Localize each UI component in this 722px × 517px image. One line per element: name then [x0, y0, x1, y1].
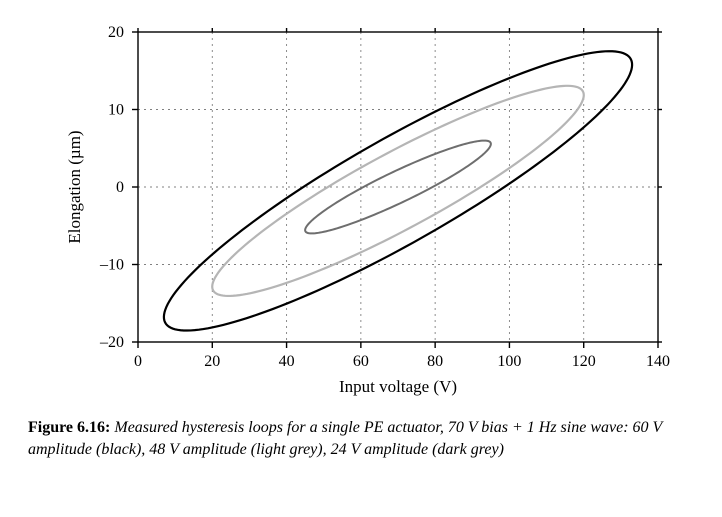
caption-lead: Figure 6.16:: [28, 419, 110, 436]
y-tick-label: 20: [108, 24, 124, 41]
y-tick-label: 0: [116, 179, 124, 196]
y-tick-label: –10: [99, 257, 124, 274]
figure-caption: Figure 6.16: Measured hysteresis loops f…: [28, 417, 694, 460]
hysteresis-chart: 0 20 40 60 80 100 120 140 –20 –10 0 10 20 Input volta…: [28, 12, 694, 407]
x-tick-label: 60: [353, 353, 369, 370]
x-tick-label: 20: [204, 353, 220, 370]
x-tick-label: 100: [497, 353, 521, 370]
x-tick-label: 120: [572, 353, 596, 370]
caption-body: Measured hysteresis loops for a single P…: [28, 419, 662, 458]
x-tick-label: 40: [279, 353, 295, 370]
x-tick-label: 140: [646, 353, 670, 370]
x-tick-label: 0: [134, 353, 142, 370]
x-tick-label: 80: [427, 353, 443, 370]
x-axis-label: Input voltage (V): [339, 377, 457, 396]
y-axis-label: Elongation (µm): [65, 130, 84, 243]
y-tick-label: 10: [108, 102, 124, 119]
y-tick-label: –20: [99, 334, 124, 351]
